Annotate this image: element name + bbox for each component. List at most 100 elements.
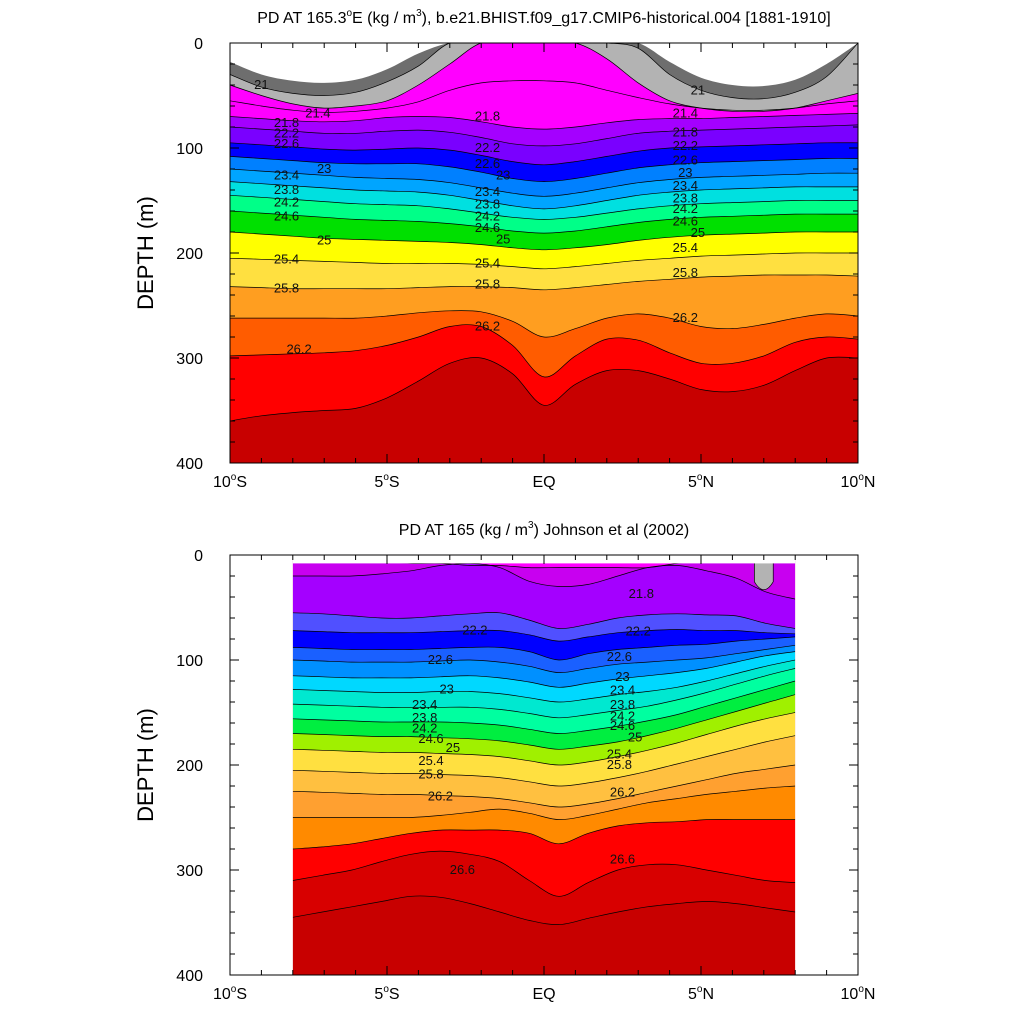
- surface-white-region: [230, 43, 858, 87]
- y-tick-label: 400: [176, 968, 203, 985]
- y-tick-label: 400: [176, 456, 203, 473]
- contour-label: 25.4: [475, 256, 500, 271]
- x-tick-label: 10oN: [841, 472, 876, 491]
- y-tick-label: 200: [176, 758, 203, 775]
- contour-line: [292, 694, 796, 750]
- contour-label: 25: [496, 231, 510, 246]
- contour-line: [230, 181, 858, 210]
- contour-label: 25.4: [274, 251, 299, 266]
- bottom-panel-title: PD AT 165 (kg / m3) Johnson et al (2002): [399, 520, 689, 539]
- contour-label: 23.4: [412, 697, 437, 712]
- band-fill: [292, 645, 796, 688]
- contour-label: 22.2: [475, 140, 500, 155]
- contour-label: 22.6: [607, 649, 632, 664]
- band-fill: [230, 124, 858, 165]
- contour-line: [292, 819, 796, 850]
- contour-line: [292, 785, 796, 820]
- contour-line: [230, 43, 858, 100]
- x-tick-label: 5oN: [688, 984, 714, 1003]
- no-data-left: [230, 555, 293, 975]
- band-fill: [292, 786, 796, 849]
- band-fill: [292, 660, 796, 718]
- contour-label: 24.2: [412, 720, 437, 735]
- band-fill: [292, 629, 796, 661]
- contour-line: [292, 850, 796, 897]
- contour-label: 23.4: [475, 184, 500, 199]
- band-fill: [292, 895, 796, 975]
- contour-label: 24.6: [274, 208, 299, 223]
- y-tick-label: 100: [176, 653, 203, 670]
- contour-label: 21: [254, 77, 268, 92]
- contour-label: 23.8: [673, 190, 698, 205]
- contour-label: 25.8: [274, 281, 299, 296]
- contour-label: 22.6: [475, 156, 500, 171]
- y-tick-label: 100: [176, 141, 203, 158]
- bottom-panel-axes: 10oS 5oS EQ 5oN 10oN 0 100 200 300 400: [176, 548, 875, 1003]
- x-tick-label: EQ: [532, 986, 555, 1003]
- band-fill: [292, 819, 796, 897]
- contour-line: [230, 156, 858, 182]
- contour-line: [230, 194, 858, 220]
- contour-label: 26.2: [475, 319, 500, 334]
- contour-label: 23.8: [274, 182, 299, 197]
- contour-line: [230, 231, 858, 251]
- y-tick-label: 300: [176, 351, 203, 368]
- top-panel-title: PD AT 165.3oE (kg / m3), b.e21.BHIST.f09…: [257, 8, 831, 27]
- contour-label: 25: [317, 232, 331, 247]
- band-fill: [230, 169, 858, 209]
- bottom-panel-contour-lines: [230, 555, 858, 975]
- x-tick-label: 10oS: [213, 472, 247, 491]
- contour-label: 25.8: [607, 757, 632, 772]
- band-fill: [230, 357, 858, 463]
- band-fill: [230, 142, 858, 182]
- top-panel-y-axis-title: DEPTH (m): [133, 196, 158, 310]
- y-tick-label: 200: [176, 246, 203, 263]
- contour-line: [230, 274, 858, 291]
- contour-label: 25.8: [673, 265, 698, 280]
- contour-label: 21.8: [629, 586, 654, 601]
- contour-label: 26.6: [450, 862, 475, 877]
- y-tick-label: 0: [194, 36, 203, 53]
- contour-label: 23: [496, 167, 510, 182]
- band-fill: [292, 563, 796, 629]
- x-tick-label: 5oS: [374, 472, 399, 491]
- contour-label: 21.8: [274, 115, 299, 130]
- contour-line: [292, 680, 796, 734]
- contour-label: 23: [678, 165, 692, 180]
- band-fill: [292, 765, 796, 820]
- x-tick-label: 5oS: [374, 984, 399, 1003]
- contour-label: 21.8: [475, 109, 500, 124]
- contour-label: 23.4: [610, 683, 635, 698]
- no-data-right: [795, 555, 858, 975]
- contour-line: [230, 142, 858, 166]
- contour-label: 24.6: [475, 220, 500, 235]
- contour-label: 26.2: [286, 342, 311, 357]
- top-panel-contour-labels: 2121.421.822.222.62323.423.824.224.62525…: [254, 77, 705, 357]
- contour-line: [292, 895, 796, 925]
- contour-line: [230, 168, 858, 197]
- contour-label: 23.4: [673, 178, 698, 193]
- gray-patch: [754, 555, 774, 591]
- contour-label: 25: [628, 730, 642, 745]
- contour-line: [292, 644, 796, 673]
- contour-label: 21.4: [673, 105, 698, 120]
- top-panel-contour-lines: [230, 43, 858, 422]
- contour-line: [292, 651, 796, 688]
- band-fill: [230, 231, 858, 269]
- top-panel: PD AT 165.3oE (kg / m3), b.e21.BHIST.f09…: [133, 8, 875, 491]
- contour-line: [230, 252, 858, 270]
- contour-label: 24.2: [274, 195, 299, 210]
- contour-label: 21: [691, 82, 705, 97]
- contour-line: [230, 80, 858, 113]
- y-tick-label: 0: [194, 548, 203, 565]
- contour-line: [292, 629, 796, 642]
- x-tick-label: 10oS: [213, 984, 247, 1003]
- band-fill: [292, 735, 796, 808]
- contour-label: 23.4: [274, 167, 299, 182]
- contour-label: 22.6: [673, 153, 698, 168]
- band-fill: [292, 694, 796, 766]
- contour-line: [292, 562, 796, 600]
- contour-label: 23.8: [412, 710, 437, 725]
- contour-line: [292, 636, 796, 661]
